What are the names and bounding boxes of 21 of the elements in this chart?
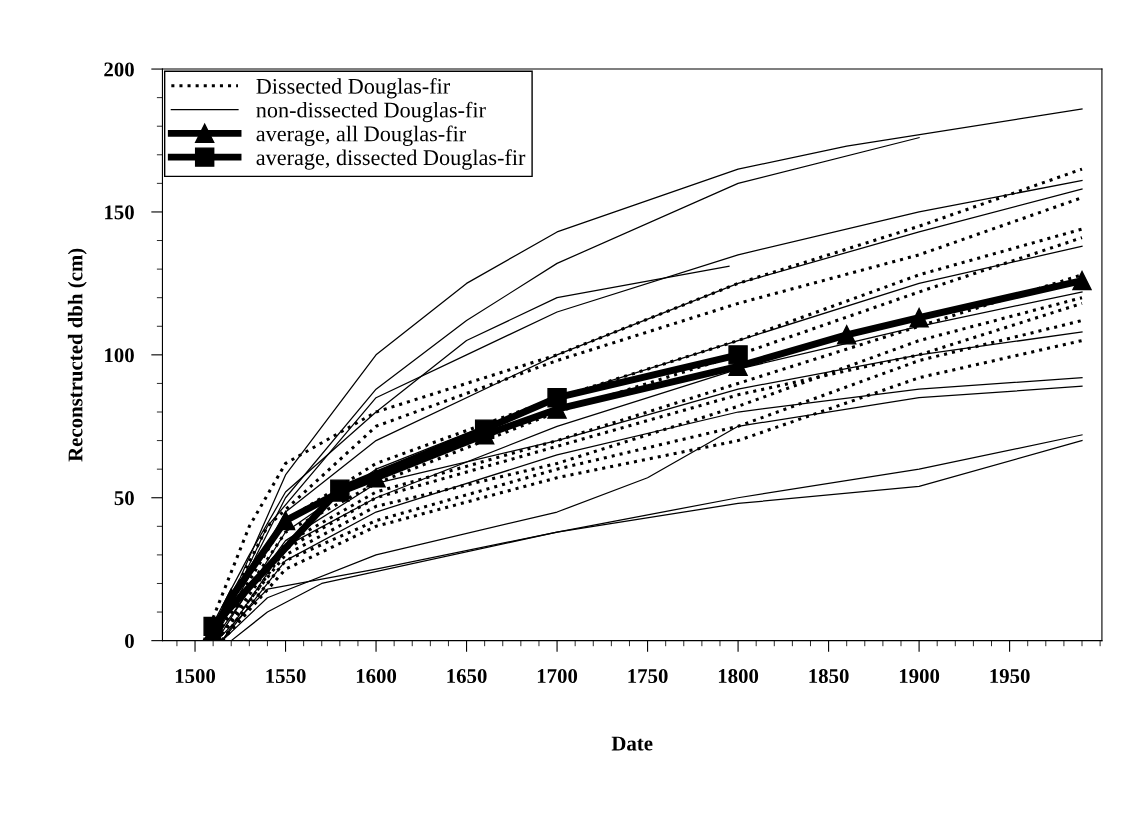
x-tick-label: 1600	[356, 669, 397, 684]
x-tick-label: 1950	[990, 669, 1030, 684]
y-tick-label: 50	[114, 491, 134, 506]
y-axis-title: Reconstructed dbh (cm)	[67, 248, 87, 462]
x-tick-label: 1850	[809, 669, 849, 684]
x-tick-label: 1750	[628, 669, 668, 684]
x-tick-label: 1550	[266, 669, 306, 684]
legend-label: Dissected Douglas-fir	[256, 77, 450, 99]
y-tick-label: 100	[105, 348, 134, 363]
legend-label: average, dissected Douglas-fir	[256, 149, 526, 170]
legend-label: average, all Douglas-fir	[256, 125, 466, 146]
x-tick-label: 1500	[175, 669, 216, 684]
y-tick-label: 150	[105, 205, 134, 220]
x-tick-label: 1700	[537, 669, 578, 684]
x-tick-label: 1650	[447, 669, 487, 684]
y-tick-label: 200	[104, 62, 134, 77]
legend-label: non-dissected Douglas-fir	[256, 101, 486, 123]
x-axis-title: Date	[611, 736, 653, 751]
x-tick-label: 1900	[899, 669, 940, 684]
x-tick-label: 1800	[718, 669, 759, 684]
y-tick-label: 0	[125, 634, 134, 649]
